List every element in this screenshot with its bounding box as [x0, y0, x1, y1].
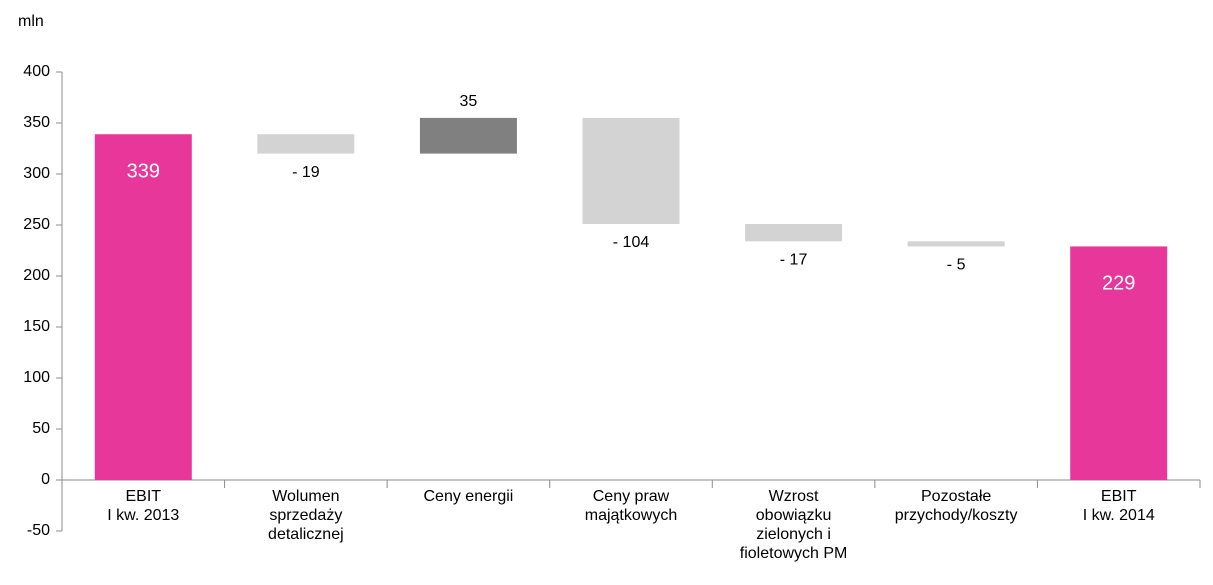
- value-label: - 19: [292, 164, 320, 181]
- x-tick-label: sprzedaży: [269, 507, 342, 524]
- y-tick-label: -50: [27, 522, 50, 539]
- bar: [907, 241, 1005, 247]
- y-axis-label: mln: [18, 13, 44, 30]
- x-tick-label: zielonych i: [756, 526, 831, 543]
- x-tick-label: EBIT: [126, 488, 162, 505]
- y-tick-label: 250: [23, 216, 50, 233]
- x-tick-label: majątkowych: [585, 507, 677, 524]
- x-tick-label: EBIT: [1101, 488, 1137, 505]
- x-tick-label: Wzrost: [769, 488, 819, 505]
- x-tick-label: Ceny energii: [424, 488, 514, 505]
- value-label: - 17: [780, 252, 808, 269]
- x-tick-label: Pozostałe: [921, 488, 991, 505]
- y-tick-label: 50: [32, 420, 50, 437]
- y-tick-label: 150: [23, 318, 50, 335]
- x-tick-label: detalicznej: [268, 526, 344, 543]
- x-tick-label: przychody/koszty: [895, 507, 1018, 524]
- x-tick-label: I kw. 2014: [1083, 507, 1155, 524]
- y-tick-label: 200: [23, 267, 50, 284]
- bar: [1070, 246, 1168, 480]
- bar: [257, 134, 355, 154]
- x-tick-label: obowiązku: [756, 507, 832, 524]
- x-tick-label: Wolumen: [272, 488, 339, 505]
- value-label: - 5: [947, 257, 966, 274]
- x-tick-label: fioletowych PM: [740, 545, 848, 562]
- y-tick-label: 100: [23, 369, 50, 386]
- y-tick-label: 400: [23, 63, 50, 80]
- y-tick-label: 0: [41, 471, 50, 488]
- y-tick-label: 300: [23, 165, 50, 182]
- value-label: 229: [1102, 273, 1135, 295]
- y-tick-label: 350: [23, 114, 50, 131]
- bar: [582, 117, 680, 224]
- value-label: 35: [460, 93, 478, 110]
- value-label: 339: [127, 161, 160, 183]
- bar: [745, 223, 843, 242]
- value-label: - 104: [613, 234, 650, 251]
- x-tick-label: Ceny praw: [593, 488, 670, 505]
- bar: [419, 117, 517, 154]
- x-tick-label: I kw. 2013: [107, 507, 179, 524]
- bar: [94, 134, 192, 480]
